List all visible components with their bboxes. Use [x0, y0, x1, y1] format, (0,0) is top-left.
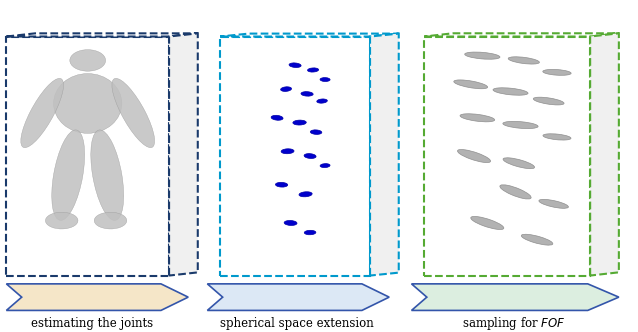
Ellipse shape [281, 149, 294, 154]
Ellipse shape [112, 78, 154, 148]
Ellipse shape [276, 182, 288, 187]
Ellipse shape [320, 78, 330, 81]
Polygon shape [220, 37, 370, 276]
Polygon shape [590, 33, 619, 276]
Polygon shape [220, 34, 399, 37]
Text: estimating the joints: estimating the joints [31, 317, 154, 330]
Ellipse shape [320, 164, 330, 168]
Ellipse shape [299, 192, 312, 197]
Ellipse shape [539, 200, 568, 208]
Ellipse shape [317, 99, 327, 103]
Ellipse shape [493, 88, 528, 95]
Polygon shape [370, 34, 399, 276]
Text: sampling for $\mathit{FOF}$: sampling for $\mathit{FOF}$ [462, 315, 565, 332]
Ellipse shape [503, 122, 538, 128]
Polygon shape [207, 284, 389, 310]
Ellipse shape [521, 234, 553, 245]
Ellipse shape [500, 185, 531, 199]
Ellipse shape [310, 130, 322, 134]
Ellipse shape [70, 50, 106, 71]
Ellipse shape [304, 154, 316, 158]
Ellipse shape [281, 87, 292, 91]
Ellipse shape [533, 97, 564, 105]
Text: spherical space extension: spherical space extension [220, 317, 373, 330]
Ellipse shape [457, 149, 491, 163]
Ellipse shape [21, 78, 64, 148]
Ellipse shape [54, 74, 122, 133]
Polygon shape [412, 284, 619, 310]
Ellipse shape [289, 63, 301, 67]
Ellipse shape [308, 68, 318, 72]
Ellipse shape [284, 220, 297, 225]
Ellipse shape [91, 130, 124, 220]
Ellipse shape [94, 212, 127, 229]
Polygon shape [6, 33, 198, 37]
Ellipse shape [503, 158, 535, 169]
Polygon shape [6, 37, 169, 276]
Ellipse shape [301, 92, 313, 96]
Polygon shape [6, 284, 188, 310]
Ellipse shape [45, 212, 78, 229]
Ellipse shape [543, 69, 571, 75]
Ellipse shape [293, 120, 306, 125]
Ellipse shape [464, 52, 500, 59]
Ellipse shape [543, 134, 571, 140]
Ellipse shape [304, 230, 316, 235]
Polygon shape [424, 37, 590, 276]
Ellipse shape [454, 80, 487, 89]
Polygon shape [424, 33, 619, 37]
Polygon shape [169, 33, 198, 276]
Ellipse shape [471, 216, 504, 229]
Ellipse shape [271, 115, 283, 120]
Ellipse shape [460, 114, 494, 122]
Ellipse shape [52, 130, 85, 220]
Ellipse shape [508, 57, 539, 64]
